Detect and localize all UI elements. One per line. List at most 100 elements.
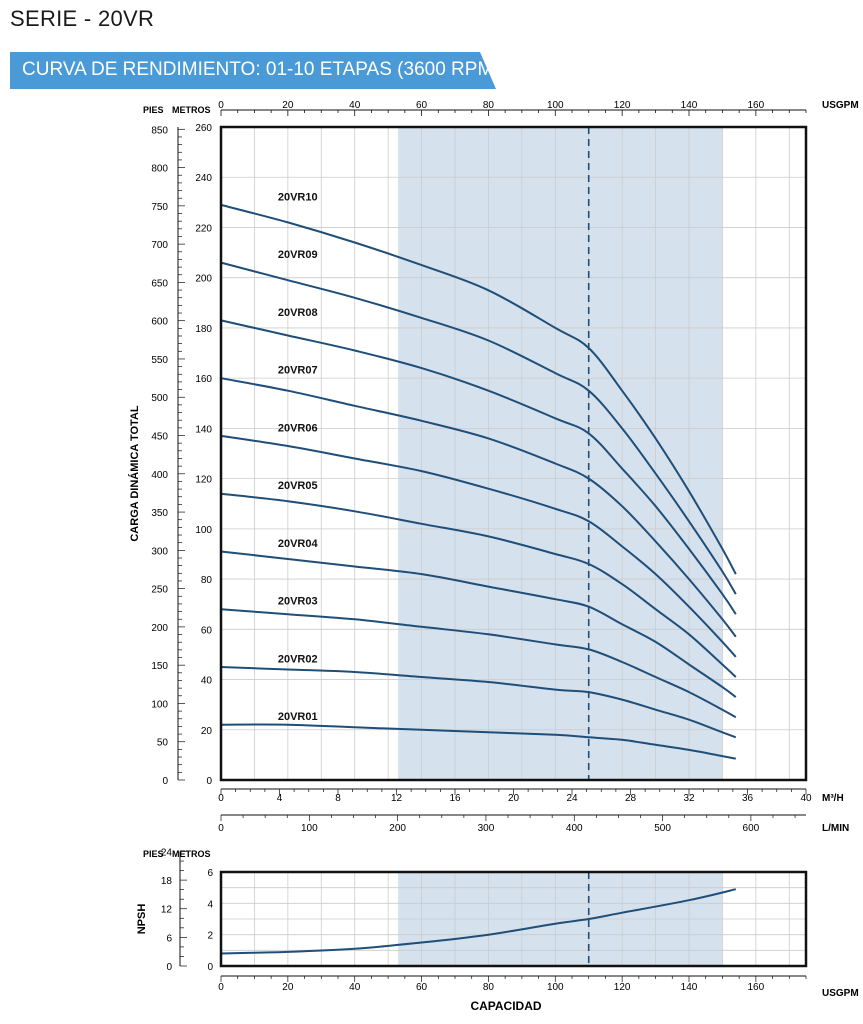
npsh-x-tick-label: 60 [416, 982, 428, 993]
npsh-plot-frame [219, 870, 808, 968]
metros-tick-label: 0 [206, 776, 212, 787]
top-axis-tick-label: 140 [681, 100, 698, 111]
npsh-x-unit-label: USGPM [822, 988, 859, 999]
npsh-pies-tick-label: 18 [161, 876, 173, 887]
metros-tick-label: 60 [201, 625, 213, 636]
npsh-pies-tick-label: 12 [161, 905, 173, 916]
metros-tick-label: 240 [195, 173, 212, 184]
m3h-unit-label: M³/H [822, 793, 844, 804]
npsh-metros-tick-label: 6 [207, 868, 213, 879]
top-axis-unit-label: USGPM [822, 100, 859, 111]
pies-tick-label: 800 [151, 164, 168, 175]
npsh-metros-tick-label: 2 [207, 931, 213, 942]
npsh-x-tick-label: 0 [218, 982, 224, 993]
top-axis-tick-label: 60 [416, 100, 428, 111]
series-label: 20VR01 [278, 711, 318, 723]
y-axis-title: CARGA DINÁMICA TOTAL [128, 405, 141, 542]
m3h-tick-label: 32 [683, 793, 695, 804]
lmin-tick-label: 400 [566, 823, 583, 834]
npsh-x-tick-label: 80 [483, 982, 495, 993]
npsh-pies-tick-label: 24 [161, 847, 173, 858]
metros-tick-label: 20 [201, 726, 213, 737]
m3h-tick-label: 8 [335, 793, 341, 804]
metros-tick-label: 180 [195, 324, 212, 335]
pies-tick-label: 600 [151, 317, 168, 328]
metros-tick-label: 200 [195, 274, 212, 285]
metros-tick-label: 40 [201, 676, 213, 687]
metros-tick-label: 100 [195, 525, 212, 536]
pies-tick-label: 50 [157, 738, 169, 749]
curve-20vr08 [220, 319, 737, 615]
metros-tick-label: 260 [195, 123, 212, 134]
series-label: 20VR06 [278, 422, 318, 434]
plot-frame [219, 125, 808, 782]
lmin-tick-label: 100 [301, 823, 318, 834]
npsh-metros-tick-label: 0 [207, 962, 213, 973]
curve-20vr01 [220, 723, 737, 760]
top-axis-tick-label: 120 [614, 100, 631, 111]
curve-20vr04 [220, 550, 737, 698]
m3h-tick-label: 40 [800, 793, 812, 804]
operating-range-band [398, 127, 723, 780]
m3h-tick-label: 20 [508, 793, 520, 804]
lmin-tick-label: 500 [654, 823, 671, 834]
series-label: 20VR10 [278, 191, 318, 203]
lmin-unit-label: L/MIN [822, 823, 849, 834]
curve-20vr06 [220, 434, 737, 658]
series-label: 20VR02 [278, 653, 318, 665]
m3h-tick-label: 12 [391, 793, 403, 804]
npsh-metros-header: METROS [172, 849, 211, 859]
lmin-tick-label: 300 [478, 823, 495, 834]
pies-tick-label: 150 [151, 661, 168, 672]
banner-background [10, 52, 496, 89]
npsh-y-axis-title: NPSH [136, 904, 148, 935]
pies-tick-label: 850 [151, 125, 168, 136]
pies-tick-label: 200 [151, 623, 168, 634]
series-label: 20VR05 [278, 480, 318, 492]
curve-20vr03 [220, 608, 737, 719]
series-title: SERIE - 20VR [10, 6, 155, 31]
metros-tick-label: 220 [195, 223, 212, 234]
banner-title: CURVA DE RENDIMIENTO: 01-10 ETAPAS (3600… [22, 59, 500, 80]
metros-tick-label: 120 [195, 475, 212, 486]
npsh-x-tick-label: 100 [547, 982, 564, 993]
top-axis-tick-label: 20 [282, 100, 294, 111]
top-axis-tick-label: 80 [483, 100, 495, 111]
lmin-tick-label: 600 [743, 823, 760, 834]
curve-20vr10 [220, 203, 737, 575]
curve-20vr05 [220, 492, 737, 678]
npsh-pies-tick-label: 6 [166, 933, 172, 944]
m3h-tick-label: 36 [742, 793, 754, 804]
series-label: 20VR08 [278, 307, 318, 319]
m3h-tick-label: 0 [218, 793, 224, 804]
npsh-x-tick-label: 120 [614, 982, 631, 993]
head-performance-chart: 20VR10 20VR09 20VR08 20VR07 20VR06 20VR05 20VR… [128, 100, 859, 834]
pies-tick-label: 700 [151, 240, 168, 251]
npsh-curve [220, 888, 737, 955]
curve-20vr02 [220, 666, 737, 739]
metros-tick-label: 80 [201, 575, 213, 586]
top-axis-tick-label: 100 [547, 100, 564, 111]
m3h-tick-label: 4 [277, 793, 283, 804]
series-label: 20VR07 [278, 365, 318, 377]
npsh-x-tick-label: 20 [282, 982, 294, 993]
npsh-metros-tick-label: 4 [207, 899, 213, 910]
lmin-tick-label: 0 [218, 823, 224, 834]
top-axis-tick-label: 160 [748, 100, 765, 111]
metros-tick-label: 140 [195, 424, 212, 435]
pies-axis-header: PIES [143, 105, 164, 115]
pies-tick-label: 250 [151, 585, 168, 596]
pies-tick-label: 500 [151, 393, 168, 404]
m3h-tick-label: 24 [566, 793, 578, 804]
m3h-tick-label: 28 [625, 793, 637, 804]
pies-tick-label: 550 [151, 355, 168, 366]
series-label: 20VR09 [278, 249, 318, 261]
pies-tick-label: 750 [151, 202, 168, 213]
pies-tick-label: 350 [151, 508, 168, 519]
pies-tick-label: 650 [151, 278, 168, 289]
npsh-x-tick-label: 40 [349, 982, 361, 993]
pies-tick-label: 400 [151, 470, 168, 481]
metros-tick-label: 160 [195, 374, 212, 385]
top-axis-tick-label: 0 [218, 100, 224, 111]
